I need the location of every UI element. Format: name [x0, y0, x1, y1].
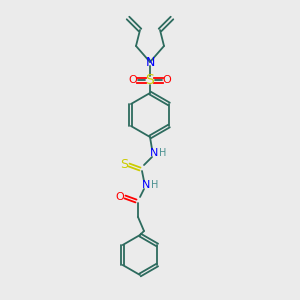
Text: O: O	[163, 75, 171, 85]
Text: O: O	[129, 75, 137, 85]
Text: H: H	[151, 180, 159, 190]
Text: N: N	[142, 180, 150, 190]
Text: N: N	[145, 56, 155, 68]
Text: S: S	[146, 73, 154, 87]
Text: S: S	[120, 158, 128, 172]
Text: H: H	[159, 148, 167, 158]
Text: O: O	[116, 192, 124, 202]
Text: N: N	[150, 148, 158, 158]
